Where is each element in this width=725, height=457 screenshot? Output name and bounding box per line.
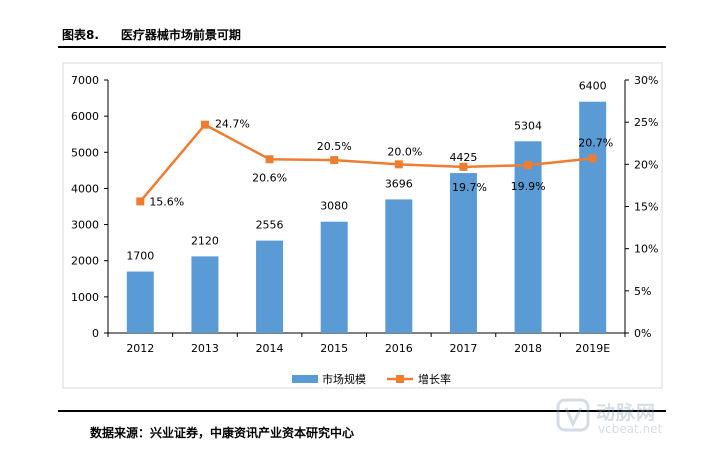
line-data-label: 19.9% xyxy=(511,180,546,193)
chart: 0 1000 2000 3000 4000 5000 6000 7000 0% 5% 10% 15% 2… xyxy=(62,62,663,389)
legend-swatch-bar xyxy=(292,375,318,383)
line-point xyxy=(136,197,145,206)
line-point xyxy=(394,160,403,169)
bar xyxy=(514,141,542,333)
bar-data-label: 2556 xyxy=(256,219,284,232)
y-right-tick-label: 5% xyxy=(634,285,651,298)
bar xyxy=(191,256,219,333)
y-left-tick-label: 2000 xyxy=(71,255,99,268)
legend-swatch-marker xyxy=(396,375,404,383)
y-right-tick-label: 0% xyxy=(634,327,651,340)
bar xyxy=(449,173,477,333)
line-point xyxy=(265,155,274,164)
x-tick-label: 2015 xyxy=(320,342,348,355)
legend-label-bar: 市场规模 xyxy=(322,372,366,386)
line-data-label: 20.0% xyxy=(387,145,422,158)
line-point xyxy=(524,161,533,170)
bar-data-label: 4425 xyxy=(449,151,477,164)
watermark: 动脉网 vcbeat.net xyxy=(556,398,668,440)
y-right-tick-label: 20% xyxy=(634,158,658,171)
x-tick-label: 2016 xyxy=(385,342,413,355)
line-data-label: 24.7% xyxy=(215,118,250,131)
line-data-label: 15.6% xyxy=(149,195,184,208)
x-tick-label: 2014 xyxy=(256,342,284,355)
line-point xyxy=(330,156,339,165)
bar-data-label: 5304 xyxy=(514,119,542,132)
bar-data-label: 1700 xyxy=(126,250,154,263)
line-point xyxy=(200,120,209,129)
line-point xyxy=(588,154,597,163)
line-data-label: 19.7% xyxy=(452,181,487,194)
y-right-tick-label: 10% xyxy=(634,243,658,256)
y-left-tick-label: 3000 xyxy=(71,219,99,232)
figure-title: 医疗器械市场前景可期 xyxy=(120,28,241,42)
bar-data-label: 3080 xyxy=(320,200,348,213)
y-left-tick-label: 4000 xyxy=(71,182,99,195)
watermark-url: vcbeat.net xyxy=(598,422,663,436)
growth-line xyxy=(139,123,593,203)
bottom-rule xyxy=(58,410,666,412)
line-point xyxy=(459,162,468,171)
y-left-tick-label: 7000 xyxy=(71,74,99,87)
y-left-tick-label: 5000 xyxy=(71,146,99,159)
x-tick-label: 2019E xyxy=(575,342,610,355)
watermark-name: 动脉网 xyxy=(596,402,657,424)
bar xyxy=(579,101,607,333)
y-right-tick-label: 15% xyxy=(634,201,658,214)
x-tick-label: 2018 xyxy=(514,342,542,355)
x-tick-label: 2013 xyxy=(191,342,219,355)
y-left-tick-label: 6000 xyxy=(71,110,99,123)
bar-data-label: 3696 xyxy=(385,177,413,190)
chart-frame xyxy=(62,62,663,389)
line-data-label: 20.5% xyxy=(317,140,352,153)
bar xyxy=(385,199,413,333)
bar xyxy=(320,221,348,333)
x-tick-label: 2012 xyxy=(126,342,154,355)
y-left-tick-label: 1000 xyxy=(71,291,99,304)
watermark-logo-icon xyxy=(556,398,590,432)
top-rule xyxy=(58,46,666,48)
bar xyxy=(126,271,154,333)
data-source: 数据来源：兴业证券，中康资讯产业资本研究中心 xyxy=(90,426,355,440)
x-tick-label: 2017 xyxy=(449,342,477,355)
y-right-tick-label: 25% xyxy=(634,116,658,129)
bar xyxy=(256,240,284,333)
figure-number: 图表8. xyxy=(62,28,99,42)
y-left-tick-label: 0 xyxy=(92,327,99,340)
figure-header: 图表8. 医疗器械市场前景可期 xyxy=(62,26,241,43)
line-data-label: 20.6% xyxy=(252,171,287,184)
bar-data-label: 2120 xyxy=(191,234,219,247)
line-data-label: 20.7% xyxy=(578,136,613,149)
legend-label-line: 增长率 xyxy=(418,372,451,386)
y-right-tick-label: 30% xyxy=(634,74,658,87)
bar-data-label: 6400 xyxy=(579,80,607,93)
